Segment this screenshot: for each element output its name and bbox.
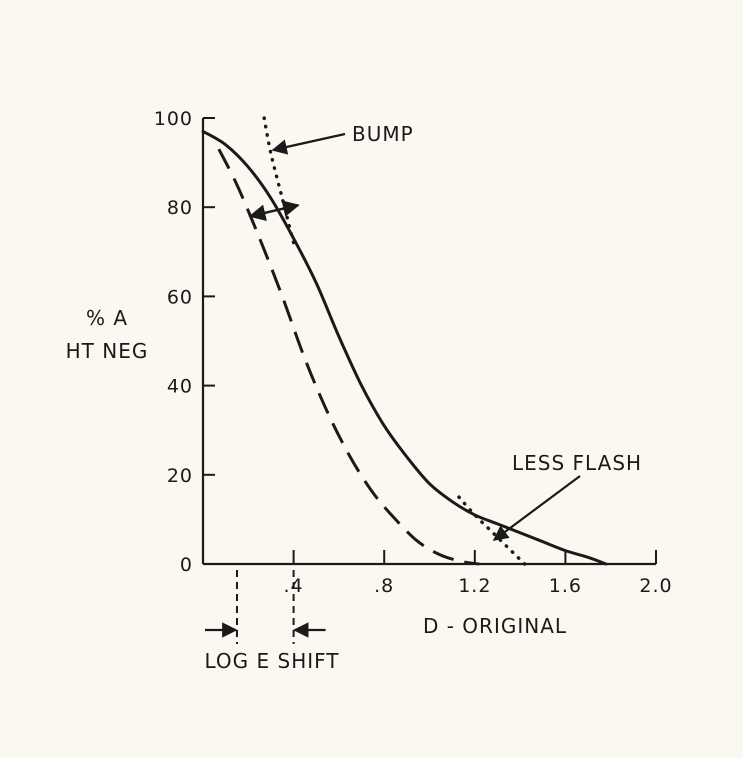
log-e-shift-markers [204,570,326,644]
series-layer [201,116,608,566]
y-axis-label-line-1: % A [86,306,128,330]
bump-annotation: BUMP [271,122,414,155]
curve-shift-arrow [248,200,300,221]
series-dotted-curve-3 [262,116,296,245]
x-tick-label: 1.6 [549,575,582,597]
less-flash-label: LESS FLASH [512,451,642,475]
series-solid-curve-1 [201,129,608,566]
x-axis-label: D - ORIGINAL [423,614,567,638]
bump-arrow [271,132,346,155]
x-tick-label: 1.2 [458,575,491,597]
y-tick-label: 100 [154,108,193,130]
log-e-shift-label: LOG E SHIFT [204,649,339,673]
x-axis: .4.8 1.2 1.6 2.0 [203,550,672,597]
x-ticks: .4.8 1.2 1.6 2.0 [284,550,672,597]
y-tick-label: 0 [180,554,193,576]
y-axis-label-line-2: HT NEG [66,339,149,363]
shift-arrow-line [248,200,300,221]
y-tick-label: 80 [167,197,193,219]
y-tick-label: 20 [167,465,193,487]
bump-label: BUMP [352,122,414,146]
y-tick-label: 60 [167,286,193,308]
x-tick-label: .8 [374,575,394,597]
less-flash-arrow [492,475,581,541]
y-ticks: 0 20 40 60 80 100 [154,108,215,576]
less-flash-annotation: LESS FLASH [492,451,642,541]
y-axis: 0 20 40 60 80 100 [154,108,215,576]
series-dashed-curve-2 [217,148,480,566]
y-tick-label: 40 [167,376,193,398]
x-tick-label: 2.0 [639,575,672,597]
